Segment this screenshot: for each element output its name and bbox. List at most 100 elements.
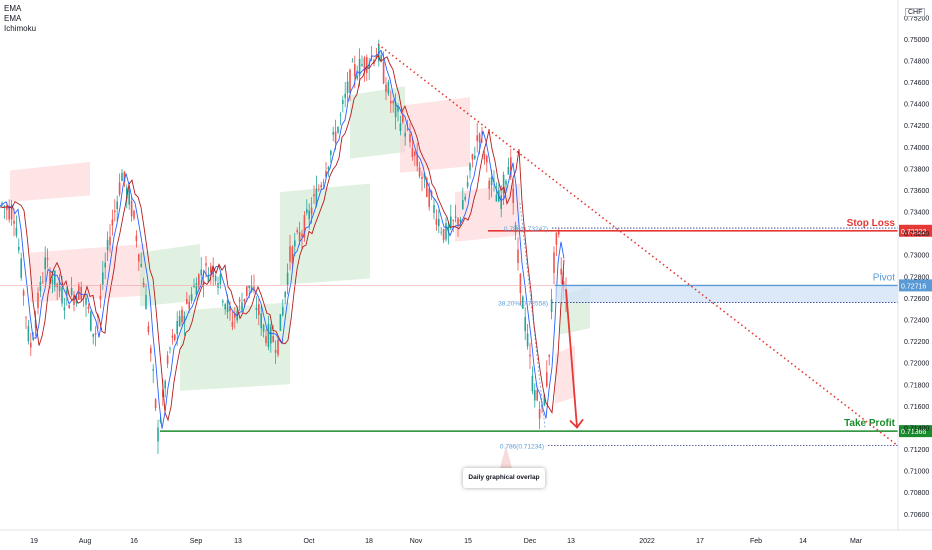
candle-body (526, 333, 529, 347)
candle-body (495, 194, 498, 202)
price-tick-label: 0.72000 (904, 361, 929, 368)
candle-body (13, 220, 15, 224)
pivot-zone (555, 285, 898, 303)
candle-body (27, 326, 30, 342)
time-tick-label: 13 (567, 538, 575, 545)
ichimoku-cloud-band (140, 243, 200, 307)
candle-body (102, 272, 104, 285)
ichimoku-cloud-band (30, 243, 145, 303)
candle-body (51, 279, 54, 284)
time-tick-label: 13 (234, 538, 242, 545)
candle-body (58, 281, 61, 292)
candle-body (481, 131, 483, 134)
candle-body (356, 75, 358, 79)
candle-body (390, 100, 392, 104)
candle-body (255, 307, 258, 310)
candle-body (10, 207, 13, 220)
candle-body (145, 294, 147, 310)
candle-body (286, 272, 289, 286)
price-tick-label: 0.71000 (904, 469, 929, 476)
candle-body (270, 326, 272, 344)
candle-body (289, 246, 291, 262)
price-tick-label: 0.75200 (904, 15, 929, 22)
candle-body (214, 275, 217, 282)
candle-body (174, 334, 176, 341)
candle-body (262, 324, 265, 332)
candle-body (87, 306, 90, 309)
legend-ichimoku[interactable]: Ichimoku (4, 24, 37, 33)
candle-body (476, 135, 478, 142)
candle-body (238, 299, 241, 302)
stop-loss-price-tag (899, 224, 932, 237)
candle-body (308, 210, 310, 220)
candle-body (294, 240, 296, 247)
candle-body (334, 131, 337, 144)
price-tick-label: 0.74800 (904, 58, 929, 65)
candle-body (550, 299, 553, 312)
candle-body (118, 182, 121, 195)
price-tick-label: 0.74200 (904, 123, 929, 130)
candle-body (274, 349, 277, 353)
candle-body (121, 173, 123, 181)
candle-body (512, 188, 514, 204)
candle-body (258, 304, 260, 315)
currency-unit-label[interactable]: CHF (905, 8, 926, 17)
candle-body (18, 246, 20, 251)
candle-body (517, 249, 519, 263)
candle-body (207, 275, 210, 282)
candle-body (490, 177, 493, 186)
candle-body (219, 274, 222, 285)
candle-body (169, 348, 171, 349)
candle-body (298, 232, 301, 242)
candle-body (34, 319, 37, 329)
candle-body (116, 201, 118, 210)
candle-body (358, 58, 361, 77)
candle-body (339, 114, 342, 116)
time-tick-label: 17 (696, 538, 704, 545)
candle-body (272, 336, 274, 342)
ema-slow-line (0, 54, 565, 422)
candle-body (505, 181, 507, 185)
candle-body (162, 389, 164, 397)
candle-body (241, 302, 243, 311)
candle-body (464, 196, 466, 200)
candle-body (126, 187, 128, 199)
candle-body (548, 354, 550, 357)
candle-body (387, 81, 390, 94)
legend-ema-1[interactable]: EMA (4, 4, 22, 13)
candle-body (1, 202, 3, 205)
pivot-label: Pivot (873, 272, 895, 283)
candle-body (462, 200, 464, 210)
legend-ema-2[interactable]: EMA (4, 14, 22, 23)
ema-fast-line (0, 49, 565, 429)
candle-body (106, 239, 109, 251)
candle-body (114, 210, 116, 213)
candle-body (409, 133, 411, 143)
price-tick-label: 0.73400 (904, 210, 929, 217)
price-tick-label: 0.74000 (904, 145, 929, 152)
candle-body (282, 307, 284, 316)
price-tick-label: 0.71200 (904, 447, 929, 454)
time-tick-label: 2022 (639, 538, 655, 545)
candle-body (421, 176, 423, 179)
time-tick-label: Mar (850, 538, 863, 545)
fib-382-label: 38.20%(0.72558) (498, 300, 548, 307)
candle-body (99, 295, 102, 300)
fib-connector-line (519, 202, 546, 428)
candle-body (6, 205, 8, 210)
indicator-legend: EMA EMA Ichimoku (4, 4, 36, 34)
candle-body (459, 219, 462, 223)
candle-body (135, 235, 138, 242)
candle-body (231, 321, 234, 327)
candle-body (39, 281, 42, 292)
time-tick-label: 14 (799, 538, 807, 545)
take-profit-price-tag (899, 425, 932, 438)
candle-body (426, 178, 428, 197)
candle-body (279, 314, 282, 331)
price-tick-label: 0.73200 (904, 231, 929, 238)
candle-body (457, 218, 459, 226)
candle-body (253, 286, 255, 291)
candle-body (553, 252, 555, 273)
candle-body (382, 62, 385, 84)
